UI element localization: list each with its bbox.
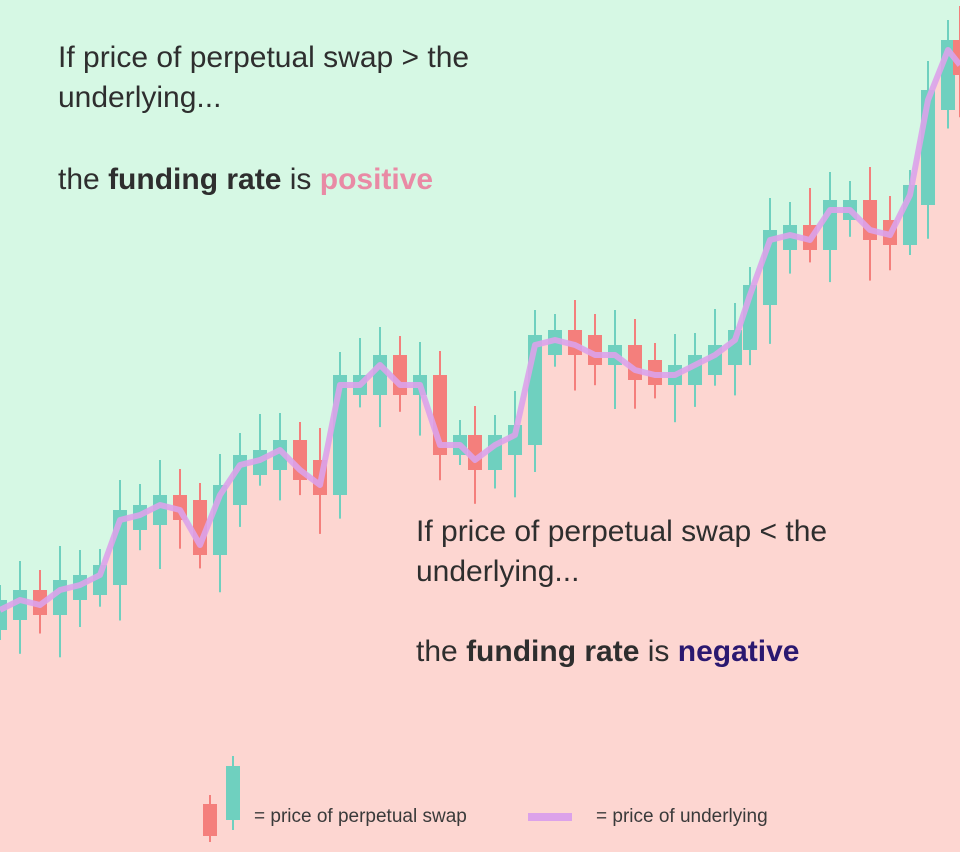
top-line3: the funding rate is positive — [58, 160, 433, 200]
top-line1: If price of perpetual swap > the — [58, 41, 470, 74]
word: the — [416, 635, 458, 668]
candle-body — [13, 590, 27, 620]
legend-swap: = price of perpetual swap — [254, 806, 467, 827]
bottom-line2: underlying... — [416, 555, 580, 588]
legend-underlying: = price of underlying — [596, 806, 768, 827]
state-negative: negative — [677, 635, 800, 668]
candle-body — [273, 440, 287, 470]
term: funding rate — [108, 163, 282, 196]
word: is — [647, 635, 670, 668]
state-positive: positive — [319, 163, 434, 196]
candle-body — [153, 495, 167, 525]
top-line2: underlying... — [58, 81, 222, 114]
candle-body — [468, 435, 482, 470]
legend-red-candle — [203, 804, 217, 836]
candle-body — [373, 355, 387, 395]
candle-body — [393, 355, 407, 395]
candle-body — [0, 600, 7, 630]
word: is — [289, 163, 312, 196]
bottom-line3: the funding rate is negative — [416, 632, 799, 672]
underlying-line — [0, 47, 960, 613]
term: funding rate — [466, 635, 640, 668]
candle-body — [628, 345, 642, 380]
word: the — [58, 163, 100, 196]
bottom-line1: If price of perpetual swap < the — [416, 515, 828, 548]
candle-body — [53, 580, 67, 615]
legend-green-candle — [226, 766, 240, 820]
